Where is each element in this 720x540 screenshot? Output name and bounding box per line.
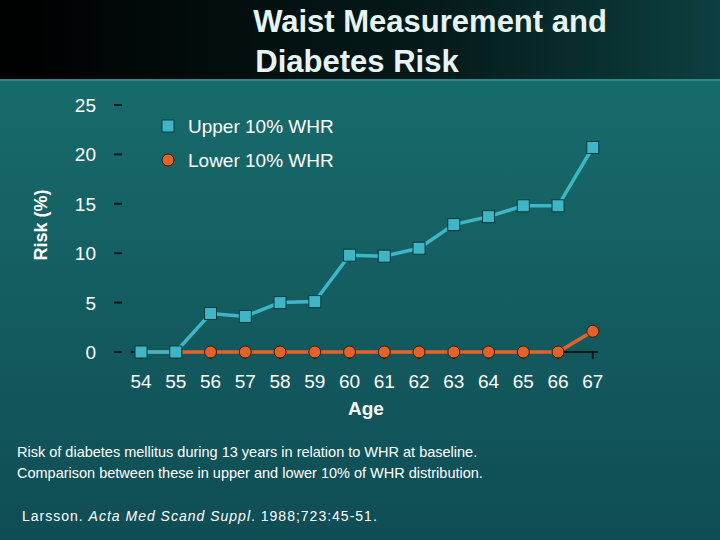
y-tick-label: 25 [75, 95, 96, 116]
y-tick [114, 153, 122, 155]
point [483, 346, 495, 358]
chart: Waist Measurement and Diabetes Risk 0 5 10 15… [0, 0, 720, 540]
point [239, 310, 251, 322]
x-tick-label: 67 [582, 371, 603, 392]
header [0, 0, 720, 80]
point [344, 346, 356, 358]
point [170, 346, 182, 358]
citation-rest: . 1988;723:45-51. [251, 508, 378, 524]
x-tick-label: 66 [547, 371, 568, 392]
plot-area [135, 141, 599, 358]
x-tick-label: 55 [165, 371, 186, 392]
legend-key [162, 120, 174, 132]
y-tick-label: 0 [85, 342, 96, 363]
title: Waist Measurement and [253, 4, 607, 39]
y-tick [114, 104, 122, 106]
point [448, 219, 460, 231]
series-line [141, 147, 593, 352]
y-tick-label: 10 [75, 243, 96, 264]
point [552, 346, 564, 358]
point [205, 346, 217, 358]
point [448, 346, 460, 358]
point [517, 346, 529, 358]
point [483, 211, 495, 223]
x-tick-label: 58 [269, 371, 290, 392]
x-tick-label: 60 [339, 371, 360, 392]
background [0, 0, 720, 540]
x-tick-label: 59 [304, 371, 325, 392]
point [587, 141, 599, 153]
x-tick-label: 61 [374, 371, 395, 392]
legend-key [162, 154, 174, 166]
citation-journal: Acta Med Scand Suppl [88, 508, 251, 524]
point [378, 250, 390, 262]
y-tick-label: 15 [75, 194, 96, 215]
x-tick-label: 63 [443, 371, 464, 392]
point [135, 346, 147, 358]
x-tick-label: 54 [130, 371, 152, 392]
y-tick [114, 252, 122, 254]
point [552, 200, 564, 212]
x-tick-label: 57 [235, 371, 256, 392]
y-tick [114, 203, 122, 205]
y-tick [114, 351, 122, 353]
y-axis-label: Risk (%) [31, 189, 51, 260]
point [378, 346, 390, 358]
x-tick-label: 64 [478, 371, 500, 392]
point [274, 346, 286, 358]
point [413, 346, 425, 358]
y-tick-label: 20 [75, 144, 96, 165]
x-axis-label: Age [348, 398, 384, 419]
point [274, 297, 286, 309]
title: Diabetes Risk [255, 44, 459, 79]
point [517, 200, 529, 212]
point [309, 346, 321, 358]
header-rule [0, 79, 720, 81]
legend-label: Upper 10% WHR [188, 116, 334, 137]
x-tick-label: 65 [513, 371, 534, 392]
point [205, 307, 217, 319]
citation: Larsson. Acta Med Scand Suppl. 1988;723:… [22, 508, 378, 524]
point [413, 242, 425, 254]
caption: Risk of diabetes mellitus during 13 year… [17, 444, 477, 460]
point [587, 325, 599, 337]
point [239, 346, 251, 358]
point [170, 346, 182, 358]
x-tick-label: 56 [200, 371, 221, 392]
citation-author: Larsson. [22, 508, 89, 524]
point [344, 249, 356, 261]
x-tick [592, 352, 594, 359]
legend-label: Lower 10% WHR [188, 150, 334, 171]
y-tick [114, 302, 122, 304]
point [309, 296, 321, 308]
caption: Comparison between these in upper and lo… [17, 465, 483, 481]
y-tick-label: 5 [85, 293, 96, 314]
x-tick-label: 62 [408, 371, 429, 392]
point [135, 346, 147, 358]
